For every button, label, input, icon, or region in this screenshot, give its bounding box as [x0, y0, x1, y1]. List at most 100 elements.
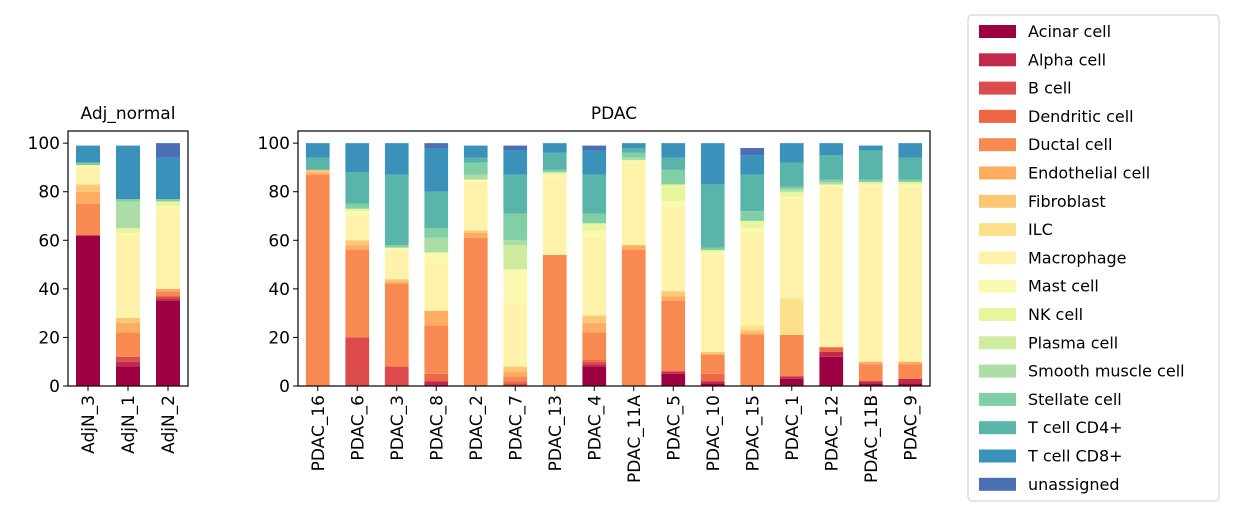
bar-segment-AdjN_3-stellate-cell [76, 162, 100, 165]
legend-label: ILC [1028, 220, 1053, 239]
legend-swatch [979, 109, 1016, 123]
y-tick-label: 0 [49, 377, 60, 397]
bar-segment-PDAC_4-b-cell [582, 361, 607, 365]
bar-segment-PDAC_4-acinar-cell [582, 366, 607, 386]
x-tick-label: PDAC_4 [585, 395, 605, 461]
legend-swatch [979, 449, 1016, 463]
legend-swatch [979, 138, 1016, 152]
bar-segment-PDAC_11B-nk-cell [858, 182, 883, 185]
bar-segment-PDAC_15-t-cell-cd4- [740, 174, 765, 212]
bar-segment-PDAC_6-endothelial-cell [345, 245, 370, 250]
bar-segment-PDAC_8-unassigned [424, 143, 449, 148]
plot-adj-normal: 0 20 40 60 80 100 AdjN_3 AdjN_1 AdjN_2 Adj_normal [28, 104, 189, 454]
legend-swatch [979, 364, 1016, 378]
bar-segment-AdjN_2-t-cell-cd8- [156, 157, 180, 199]
bar-segment-PDAC_6-mast-cell [345, 211, 370, 216]
bar-segment-PDAC_2-fibroblast [463, 230, 488, 233]
bar-segment-AdjN_2-macrophage [156, 208, 180, 289]
bar-segment-PDAC_15-stellate-cell [740, 211, 765, 221]
x-tick-label: AdjN_3 [79, 395, 99, 454]
bar-segment-PDAC_5-endothelial-cell [661, 296, 686, 301]
bar-segment-PDAC_9-stellate-cell [898, 179, 923, 182]
x-tick-label: PDAC_10 [704, 395, 724, 471]
legend-swatch [979, 53, 1016, 67]
x-tick-label: AdjN_1 [119, 395, 139, 454]
bar-segment-AdjN_3-ductal-cell [76, 203, 100, 236]
bar-segment-PDAC_10-nk-cell [700, 250, 725, 253]
bar-segment-PDAC_8-t-cell-cd8- [424, 148, 449, 192]
bar-segment-PDAC_7-endothelial-cell [503, 371, 528, 377]
bar-segment-AdjN_2-nk-cell [156, 201, 180, 207]
bar-segment-PDAC_6-stellate-cell [345, 203, 370, 209]
bar-segment-PDAC_4-unassigned [582, 145, 607, 151]
bar-segment-AdjN_1-b-cell [116, 356, 140, 362]
bar-segment-PDAC_8-smooth-muscle-cell [424, 237, 449, 253]
bar-segment-AdjN_2-mast-cell [156, 206, 180, 209]
bar-segment-PDAC_11A-t-cell-cd4- [621, 148, 646, 153]
bar-segment-PDAC_5-macrophage [661, 206, 686, 292]
bar-segment-PDAC_6-t-cell-cd4- [345, 172, 370, 204]
legend-frame [967, 14, 1220, 502]
bar-segment-PDAC_2-stellate-cell [463, 162, 488, 175]
bar-segment-PDAC_4-mast-cell [582, 230, 607, 238]
bar-segment-PDAC_6-macrophage [345, 216, 370, 241]
bar-segment-PDAC_5-alpha-cell [661, 371, 686, 374]
bar-segment-PDAC_11A-mast-cell [621, 160, 646, 163]
legend-label: NK cell [1028, 305, 1083, 324]
bar-segment-PDAC_10-stellate-cell [700, 247, 725, 250]
bar-segment-PDAC_9-t-cell-cd4- [898, 157, 923, 180]
bar-segment-PDAC_10-ductal-cell [700, 354, 725, 374]
bar-segment-PDAC_1-alpha-cell [779, 376, 804, 379]
bar-segment-AdjN_2-b-cell [156, 296, 180, 299]
bar-segment-PDAC_11B-t-cell-cd4- [858, 150, 883, 180]
y-tick-label: 20 [38, 328, 60, 348]
legend-swatch [979, 279, 1016, 293]
bar-segment-PDAC_3-t-cell-cd8- [384, 143, 409, 175]
bar-segment-PDAC_16-fibroblast [305, 169, 330, 173]
bar-segment-PDAC_11B-ductal-cell [858, 364, 883, 382]
legend-label: B cell [1028, 79, 1072, 98]
bar-segment-PDAC_11A-t-cell-cd8- [621, 143, 646, 148]
x-tick-label: PDAC_9 [901, 395, 921, 461]
x-tick-label: AdjN_2 [159, 395, 179, 454]
bar-segment-PDAC_10-t-cell-cd4- [700, 184, 725, 248]
y-tick-label: 80 [268, 183, 290, 203]
bar-segment-PDAC_13-nk-cell [542, 172, 567, 175]
bar-segment-PDAC_15-unassigned [740, 148, 765, 156]
bar-segment-PDAC_4-t-cell-cd8- [582, 150, 607, 175]
bar-segment-PDAC_3-t-cell-cd4- [384, 174, 409, 246]
bar-segment-PDAC_1-t-cell-cd8- [779, 143, 804, 163]
bar-segment-PDAC_15-ilc [740, 325, 765, 331]
bar-segment-PDAC_7-dendritic-cell [503, 381, 528, 384]
bar-segment-PDAC_6-ductal-cell [345, 250, 370, 338]
bar-segment-PDAC_4-dendritic-cell [582, 359, 607, 362]
bar-segment-PDAC_8-alpha-cell [424, 381, 449, 386]
bar-segment-PDAC_11B-mast-cell [858, 184, 883, 187]
y-tick-label: 20 [268, 328, 290, 348]
legend-label: Stellate cell [1028, 390, 1122, 409]
bar-segment-PDAC_2-macrophage [463, 182, 488, 231]
bar-segment-AdjN_2-ductal-cell [156, 291, 180, 297]
bar-segment-PDAC_12-dendritic-cell [819, 347, 844, 352]
legend-label: Ductal cell [1028, 135, 1112, 154]
bar-segment-PDAC_4-fibroblast [582, 315, 607, 323]
bar-segment-PDAC_12-mast-cell [819, 184, 844, 187]
x-tick-label: PDAC_7 [506, 395, 526, 461]
bar-segment-PDAC_4-ductal-cell [582, 332, 607, 360]
bar-segment-PDAC_15-t-cell-cd8- [740, 155, 765, 175]
bar-segment-PDAC_10-alpha-cell [700, 381, 725, 384]
bar-segment-PDAC_11A-stellate-cell [621, 152, 646, 158]
bar-segment-PDAC_4-stellate-cell [582, 213, 607, 224]
bar-segment-PDAC_5-fibroblast [661, 291, 686, 297]
bar-segment-PDAC_11B-macrophage [858, 186, 883, 362]
legend-swatch [979, 166, 1016, 180]
bar-segment-AdjN_2-stellate-cell [156, 199, 180, 202]
x-tick-label: PDAC_5 [664, 395, 684, 461]
bar-segment-PDAC_2-mast-cell [463, 179, 488, 182]
bar-segment-AdjN_1-smooth-muscle-cell [116, 201, 140, 229]
bar-segment-PDAC_8-t-cell-cd4- [424, 191, 449, 229]
bar-segment-PDAC_7-unassigned [503, 145, 528, 151]
bar-segment-PDAC_12-t-cell-cd8- [819, 143, 844, 156]
bar-segment-PDAC_7-stellate-cell [503, 213, 528, 241]
